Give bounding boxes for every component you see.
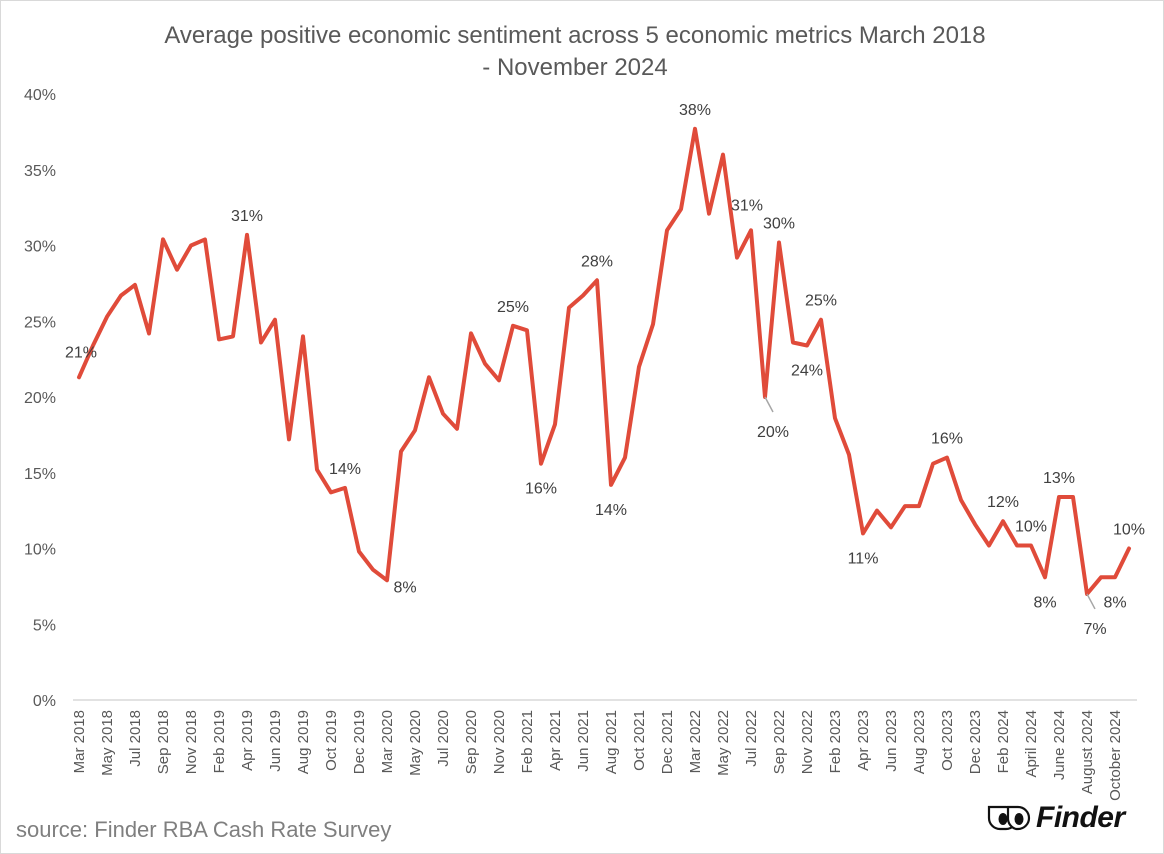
x-tick-label: May 2022 [715, 710, 732, 776]
y-tick-label: 15% [24, 466, 56, 483]
data-label: 14% [595, 502, 627, 519]
x-tick-label: Nov 2020 [491, 710, 508, 774]
data-label: 21% [65, 344, 97, 361]
x-tick-label: May 2020 [407, 710, 424, 776]
data-label: 25% [497, 299, 529, 316]
y-tick-label: 10% [24, 542, 56, 559]
data-label: 13% [1043, 470, 1075, 487]
data-label: 11% [848, 550, 879, 567]
x-tick-label: Jun 2021 [575, 710, 592, 772]
x-tick-label: Apr 2019 [239, 710, 256, 771]
data-label: 12% [987, 494, 1019, 511]
data-label: 38% [679, 102, 711, 119]
x-tick-label: Apr 2023 [855, 710, 872, 771]
data-label: 16% [931, 431, 963, 448]
x-tick-label: Mar 2022 [687, 710, 704, 773]
y-axis: 0% 5% 10% 15% 20% 25% 30% 35% 40% [24, 87, 56, 710]
x-tick-label: Feb 2021 [519, 710, 536, 773]
data-label: 10% [1113, 522, 1145, 539]
data-label-leader [764, 396, 774, 413]
x-tick-label: Jun 2019 [267, 710, 284, 772]
x-tick-label: August 2024 [1079, 710, 1096, 794]
x-tick-label: Oct 2021 [631, 710, 648, 771]
x-tick-label: Mar 2020 [379, 710, 396, 773]
x-tick-label: Dec 2019 [351, 710, 368, 774]
x-tick-label: April 2024 [1023, 710, 1040, 778]
series-line [77, 126, 1131, 596]
y-tick-label: 20% [24, 390, 56, 407]
data-label: 7% [1083, 621, 1106, 638]
data-label: 25% [805, 293, 837, 310]
series-line-group [77, 126, 1131, 596]
data-label: 30% [763, 215, 795, 232]
x-tick-label: Feb 2023 [827, 710, 844, 773]
x-tick-label: Sep 2018 [155, 710, 172, 774]
x-tick-label: Aug 2019 [295, 710, 312, 774]
data-label: 24% [791, 362, 823, 379]
data-label: 20% [757, 424, 789, 441]
x-tick-label: Aug 2021 [603, 710, 620, 774]
data-label: 8% [1103, 594, 1126, 611]
finder-logo: Finder [986, 801, 1125, 834]
x-axis: Mar 2018 May 2018 Jul 2018 Sep 2018 Nov 2018… [71, 699, 1137, 801]
x-tick-label: Jun 2023 [883, 710, 900, 772]
data-label: 10% [1015, 518, 1047, 535]
x-tick-label: May 2018 [99, 710, 116, 776]
data-label: 8% [393, 579, 416, 596]
source-note: source: Finder RBA Cash Rate Survey [16, 817, 392, 842]
y-tick-label: 40% [24, 87, 56, 104]
data-label: 31% [731, 197, 763, 214]
x-tick-label: Aug 2023 [911, 710, 928, 774]
chart-title: Average positive economic sentiment acro… [0, 20, 1150, 84]
data-label: 28% [581, 253, 613, 270]
y-tick-label: 25% [24, 314, 56, 331]
finder-eyes-icon [987, 805, 1031, 831]
x-tick-label: Jul 2022 [743, 710, 760, 767]
data-label-leader [1086, 593, 1096, 610]
data-label: 14% [329, 461, 361, 478]
x-tick-label: Nov 2022 [799, 710, 816, 774]
y-tick-label: 35% [24, 163, 56, 180]
y-tick-label: 30% [24, 239, 56, 256]
y-tick-label: 5% [33, 617, 56, 634]
chart-title-line-2: - November 2024 [482, 54, 668, 81]
chart-title-line-1: Average positive economic sentiment acro… [164, 22, 986, 49]
x-tick-label: Nov 2018 [183, 710, 200, 774]
data-label: 8% [1033, 594, 1056, 611]
x-tick-label: Dec 2023 [967, 710, 984, 774]
finder-logo-text: Finder [1036, 801, 1125, 834]
x-tick-label: June 2024 [1051, 710, 1068, 780]
x-tick-label: Sep 2020 [463, 710, 480, 774]
x-tick-label: Feb 2019 [211, 710, 228, 773]
x-tick-label: Apr 2021 [547, 710, 564, 771]
x-tick-label: Jul 2018 [127, 710, 144, 767]
x-tick-label: Oct 2023 [939, 710, 956, 771]
data-label: 31% [231, 208, 263, 225]
data-label: 16% [525, 481, 557, 498]
y-tick-label: 0% [33, 693, 56, 710]
x-tick-label: Feb 2024 [995, 710, 1012, 773]
x-tick-label: Dec 2021 [659, 710, 676, 774]
x-tick-label: Mar 2018 [71, 710, 88, 773]
data-labels: 21% 31% 14% 8% 25% 16% 28% 14% 38% 31% 20% 30% 24% 25… [65, 102, 1145, 638]
x-tick-label: October 2024 [1107, 710, 1124, 801]
x-tick-label: Oct 2019 [323, 710, 340, 771]
x-tick-label: Jul 2020 [435, 710, 452, 767]
x-tick-label: Sep 2022 [771, 710, 788, 774]
